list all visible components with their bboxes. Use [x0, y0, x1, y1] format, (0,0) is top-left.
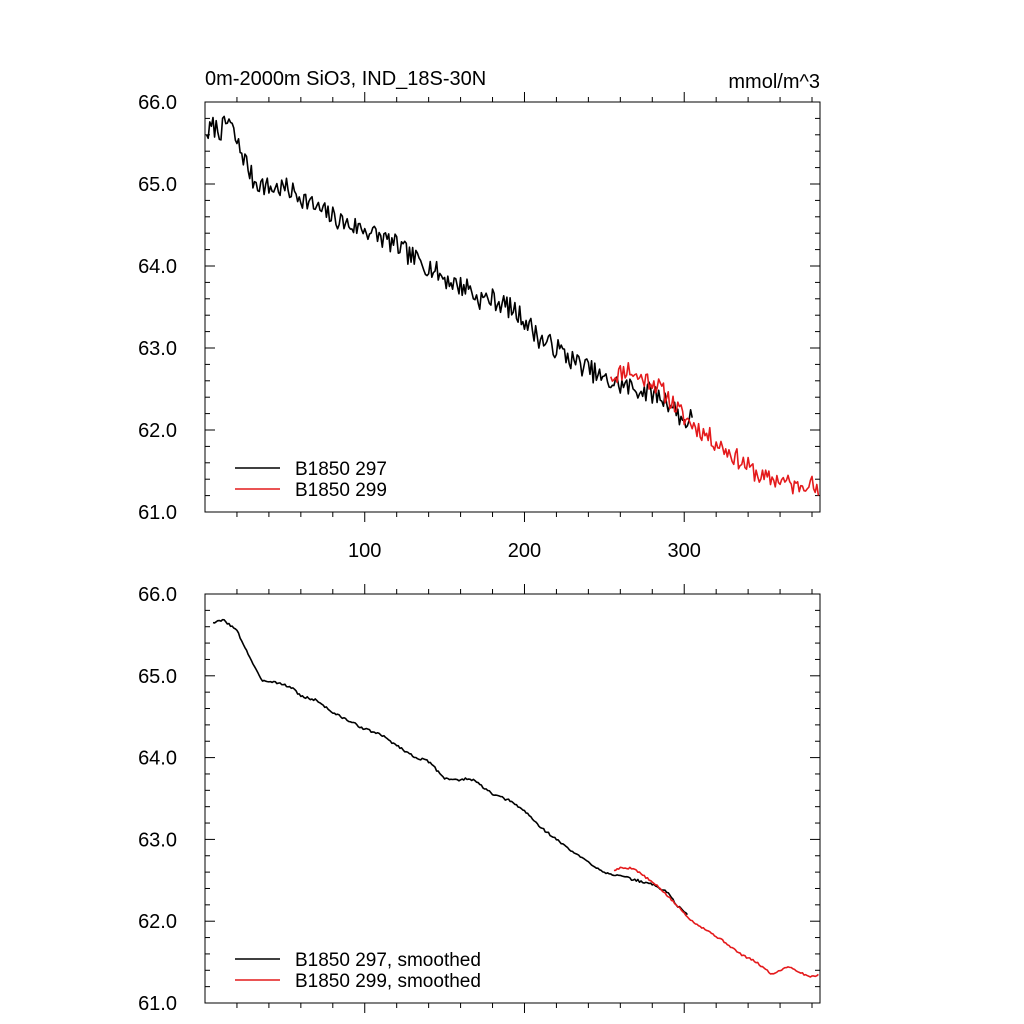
top-ytick-label: 63.0: [138, 338, 177, 360]
bottom-ytick-label: 66.0: [138, 584, 177, 606]
bottom-ytick-label: 61.0: [138, 993, 177, 1015]
top-plot-frame: [204, 101, 821, 513]
top-legend-label: B1850 299: [295, 480, 387, 501]
bottom-ytick-label: 63.0: [138, 829, 177, 851]
top-xtick-label: 100: [348, 540, 381, 562]
top-ytick-label: 64.0: [138, 256, 177, 278]
bottom-ytick-label: 65.0: [138, 666, 177, 688]
top-legend-label: B1850 297: [295, 459, 387, 480]
top-xtick-label: 300: [668, 540, 701, 562]
bottom-ytick-label: 62.0: [138, 911, 177, 933]
chart-units: mmol/m^3: [728, 71, 820, 93]
top-ytick-label: 61.0: [138, 502, 177, 524]
bottom-series-line-1: [212, 618, 689, 916]
chart-title: 0m-2000m SiO3, IND_18S-30N: [205, 68, 486, 90]
bottom-panel: 61.0 62.0 63.0 64.0 65.0 66.0 B1850 297, smoot…: [138, 584, 821, 1015]
bottom-plot-frame: [204, 593, 821, 1004]
bottom-legend-label: B1850 299, smoothed: [295, 971, 481, 992]
top-series-line-1: [205, 115, 693, 429]
top-ytick-label: 62.0: [138, 420, 177, 442]
bottom-ytick-label: 64.0: [138, 748, 177, 770]
top-ytick-label: 66.0: [138, 92, 177, 114]
top-ytick-label: 65.0: [138, 174, 177, 196]
top-xtick-label: 200: [508, 540, 541, 562]
top-panel: 61.0 62.0 63.0 64.0 65.0 66.0 100 200 300 B1850 2…: [138, 92, 821, 562]
bottom-series-line-2: [613, 866, 819, 978]
top-series-line-2: [609, 362, 820, 496]
bottom-legend-label: B1850 297, smoothed: [295, 950, 481, 971]
